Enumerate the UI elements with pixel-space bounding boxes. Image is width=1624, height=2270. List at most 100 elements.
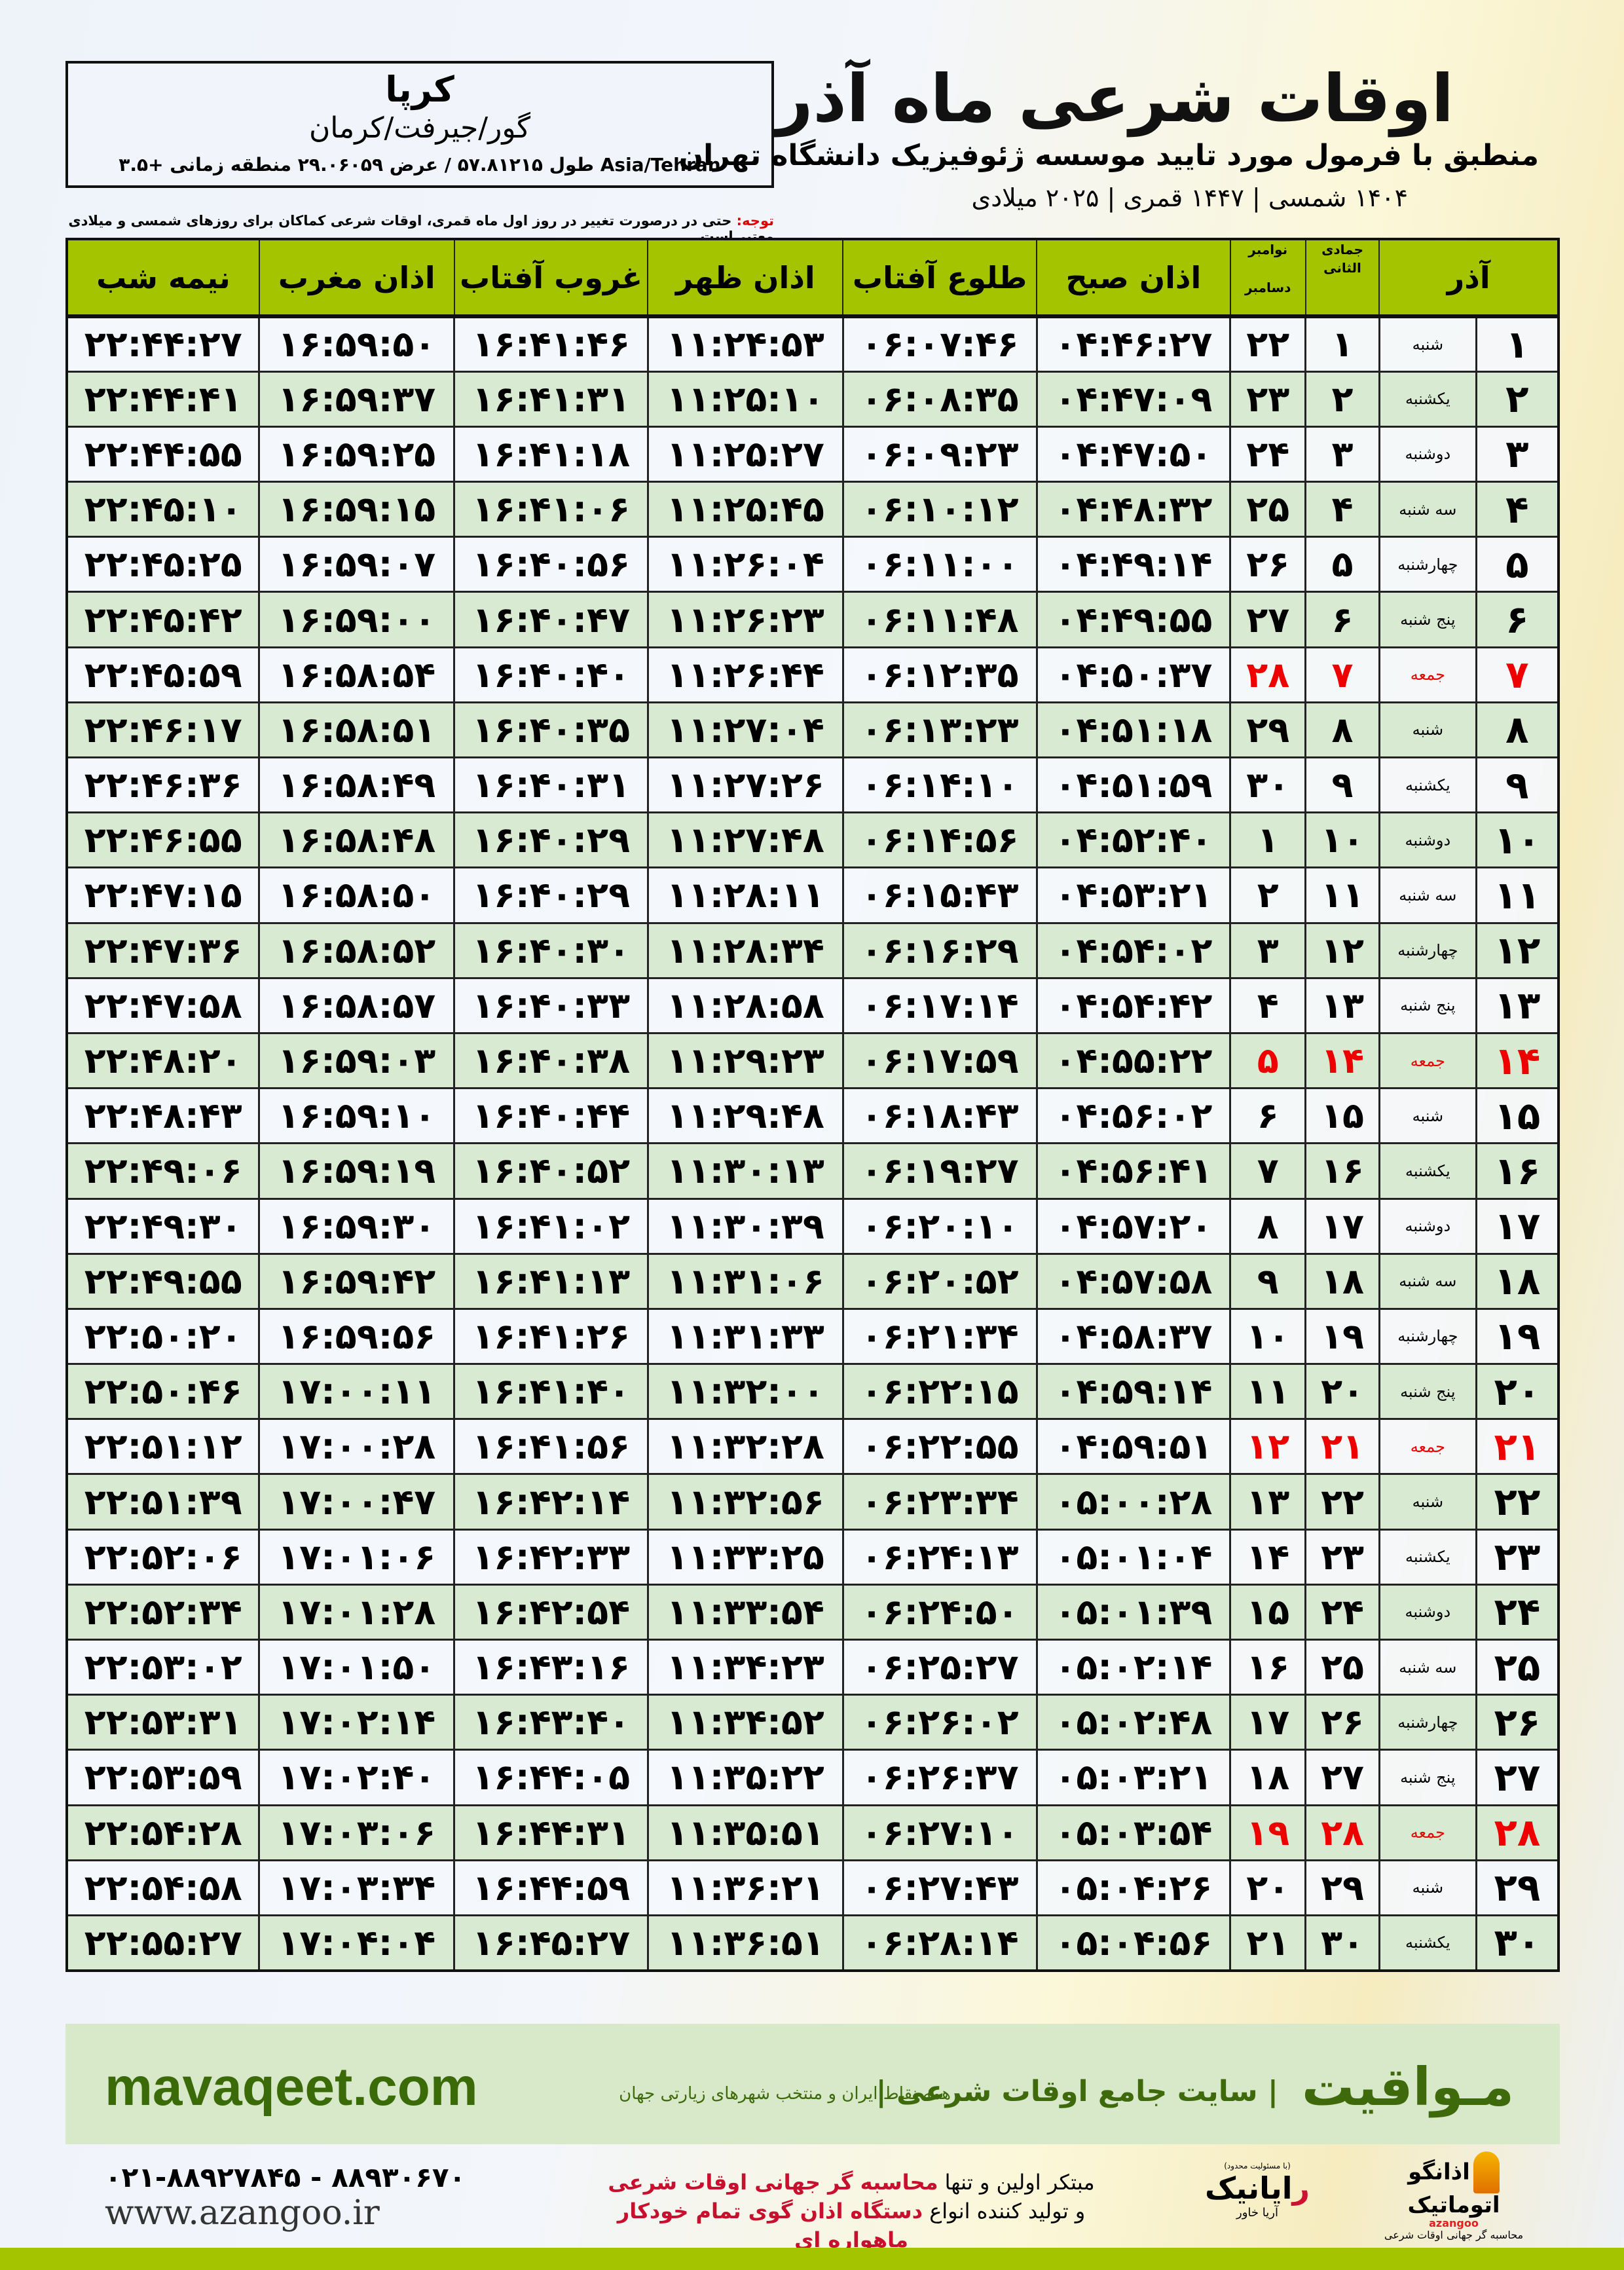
cell-gregorian-day: ۱۹	[1229, 1804, 1307, 1861]
cell-sunrise: ۰۶:۲۶:۳۷	[841, 1749, 1038, 1806]
cell-dhuhr: ۱۱:۳۲:۵۶	[646, 1473, 844, 1531]
cell-dhuhr: ۱۱:۲۸:۵۸	[646, 977, 844, 1034]
cell-fajr: ۰۴:۴۹:۱۴	[1035, 536, 1232, 593]
cell-sunset: ۱۶:۴۲:۳۳	[453, 1528, 649, 1586]
cell-weekday: چهارشنبه	[1378, 1307, 1477, 1366]
cell-gregorian-day: ۲۸	[1229, 646, 1307, 703]
cell-midnight: ۲۲:۴۵:۵۹	[65, 646, 261, 703]
website-link[interactable]: www.azangoo.ir	[105, 2193, 380, 2233]
cell-fajr: ۰۴:۵۷:۵۸	[1035, 1252, 1232, 1310]
cell-midnight: ۲۲:۵۳:۳۱	[65, 1694, 261, 1751]
cell-fajr: ۰۴:۵۶:۰۲	[1035, 1087, 1232, 1145]
cell-sunrise: ۰۶:۲۳:۳۴	[841, 1473, 1038, 1531]
col-december: دسامبر	[1244, 280, 1291, 295]
cell-dhuhr: ۱۱:۲۵:۱۰	[646, 370, 844, 428]
cell-azar-day: ۱۹	[1475, 1307, 1560, 1366]
site-link[interactable]: mavaqeet.com	[105, 2057, 478, 2117]
cell-jumada-day: ۲۵	[1304, 1638, 1380, 1696]
cell-sunset: ۱۶:۴۲:۱۴	[453, 1473, 649, 1531]
cell-dhuhr: ۱۱:۳۳:۲۵	[646, 1528, 844, 1586]
cell-dhuhr: ۱۱:۲۶:۴۴	[646, 646, 844, 703]
cell-maghrib: ۱۶:۵۹:۱۰	[258, 1087, 456, 1145]
cell-sunset: ۱۶:۴۱:۰۲	[453, 1197, 649, 1255]
cell-gregorian-day: ۲۹	[1229, 701, 1307, 759]
cell-midnight: ۲۲:۴۴:۵۵	[65, 425, 261, 483]
cell-fajr: ۰۵:۰۲:۱۴	[1035, 1638, 1232, 1696]
cell-dhuhr: ۱۱:۲۹:۲۳	[646, 1032, 844, 1090]
cell-azar-day: ۲۸	[1475, 1804, 1560, 1861]
cell-jumada-day: ۲۲	[1304, 1473, 1380, 1531]
table-row: ۲۹ شنبه ۲۹ ۲۰ ۰۵:۰۴:۲۶ ۰۶:۲۷:۴۳ ۱۱:۳۶:۲۱ ۱۶:۴۴:…	[65, 1859, 1560, 1916]
cell-maghrib: ۱۶:۵۸:۵۴	[258, 646, 456, 703]
cell-sunset: ۱۶:۴۰:۴۰	[453, 646, 649, 703]
cell-sunrise: ۰۶:۰۷:۴۶	[841, 315, 1038, 373]
col-sunset: غروب آفتاب	[453, 238, 649, 318]
mavaqeet-banner: مـواقیت | سایت جامع اوقات شرعی | همه نقا…	[65, 2024, 1560, 2144]
note-text: حتی در درصورت تغییر در روز اول ماه قمری،…	[68, 213, 774, 244]
col-fajr: اذان صبح	[1036, 238, 1231, 318]
city-name: کرپا	[385, 69, 454, 110]
cell-fajr: ۰۵:۰۳:۲۱	[1035, 1749, 1232, 1806]
table-row: ۱۷ دوشنبه ۱۷ ۸ ۰۴:۵۷:۲۰ ۰۶:۲۰:۱۰ ۱۱:۳۰:۳۹ ۱۶:۴۱…	[65, 1197, 1560, 1255]
cell-maghrib: ۱۶:۵۹:۲۵	[258, 425, 456, 483]
cell-midnight: ۲۲:۴۷:۵۸	[65, 977, 261, 1034]
cell-sunrise: ۰۶:۲۴:۵۰	[841, 1583, 1038, 1641]
cell-maghrib: ۱۶:۵۹:۱۹	[258, 1142, 456, 1200]
table-row: ۲۱ جمعه ۲۱ ۱۲ ۰۴:۵۹:۵۱ ۰۶:۲۲:۵۵ ۱۱:۳۲:۲۸ ۱۶:۴۱:…	[65, 1418, 1560, 1476]
cell-azar-day: ۱۴	[1475, 1032, 1560, 1090]
cell-fajr: ۰۴:۴۸:۳۲	[1035, 481, 1232, 538]
col-maghrib: اذان مغرب	[258, 238, 455, 318]
cell-midnight: ۲۲:۴۴:۴۱	[65, 370, 261, 428]
cell-sunrise: ۰۶:۱۲:۳۵	[841, 646, 1038, 703]
slogan: | سایت جامع اوقات شرعی |	[876, 2075, 1278, 2108]
cell-weekday: دوشنبه	[1378, 425, 1477, 483]
logo-name: اذانگو اتوماتیک	[1407, 2159, 1500, 2218]
cell-weekday: سه شنبه	[1378, 866, 1477, 924]
cell-jumada-day: ۱۵	[1304, 1087, 1380, 1145]
cell-azar-day: ۱۱	[1475, 866, 1560, 924]
cell-weekday: پنج شنبه	[1378, 977, 1477, 1034]
cell-maghrib: ۱۶:۵۸:۵۱	[258, 701, 456, 759]
cell-azar-day: ۶	[1475, 591, 1560, 648]
cell-dhuhr: ۱۱:۳۵:۵۱	[646, 1804, 844, 1861]
page-title: اوقات شرعی ماه آذر	[775, 60, 1454, 137]
cell-fajr: ۰۴:۵۴:۴۲	[1035, 977, 1232, 1034]
table-row: ۲۳ یکشنبه ۲۳ ۱۴ ۰۵:۰۱:۰۴ ۰۶:۲۴:۱۳ ۱۱:۳۳:۲۵ ۱۶:۴…	[65, 1528, 1560, 1586]
col-midnight: نیمه شب	[66, 238, 260, 318]
table-row: ۲ یکشنبه ۲ ۲۳ ۰۴:۴۷:۰۹ ۰۶:۰۸:۳۵ ۱۱:۲۵:۱۰ ۱۶:۴۱:…	[65, 370, 1560, 428]
logo2-sub: آریا خاور	[1236, 2206, 1278, 2220]
cell-dhuhr: ۱۱:۳۲:۰۰	[646, 1363, 844, 1421]
cell-jumada-day: ۳۰	[1304, 1914, 1380, 1972]
table-row: ۲۲ شنبه ۲۲ ۱۳ ۰۵:۰۰:۲۸ ۰۶:۲۳:۳۴ ۱۱:۳۲:۵۶ ۱۶:۴۲:…	[65, 1473, 1560, 1531]
cell-weekday: چهارشنبه	[1378, 921, 1477, 979]
cell-dhuhr: ۱۱:۳۴:۲۳	[646, 1638, 844, 1696]
logo2-small: (با مسئولیت محدود)	[1224, 2161, 1291, 2170]
cell-jumada-day: ۱۰	[1304, 811, 1380, 869]
page-subtitle: منطبق با فرمول مورد تایید موسسه ژئوفیزیک…	[678, 139, 1539, 172]
company-slogan: مبتکر اولین و تنها محاسبه گر جهانی اوقات…	[602, 2168, 1100, 2254]
cell-sunset: ۱۶:۴۱:۱۸	[453, 425, 649, 483]
cell-gregorian-day: ۱	[1229, 811, 1307, 869]
cell-gregorian-day: ۳	[1229, 921, 1307, 979]
cell-midnight: ۲۲:۴۸:۲۰	[65, 1032, 261, 1090]
table-row: ۱۸ سه شنبه ۱۸ ۹ ۰۴:۵۷:۵۸ ۰۶:۲۰:۵۲ ۱۱:۳۱:۰۶ ۱۶:۴…	[65, 1252, 1560, 1310]
cell-azar-day: ۸	[1475, 701, 1560, 759]
cell-sunrise: ۰۶:۲۱:۳۴	[841, 1307, 1038, 1366]
cell-fajr: ۰۴:۵۶:۴۱	[1035, 1142, 1232, 1200]
cell-gregorian-day: ۱۲	[1229, 1418, 1307, 1476]
cell-gregorian-day: ۱۷	[1229, 1694, 1307, 1751]
slogan-2a: و تولید کننده انواع	[923, 2199, 1086, 2223]
cell-azar-day: ۲۹	[1475, 1859, 1560, 1916]
cell-weekday: جمعه	[1378, 646, 1477, 703]
note: توجه: حتی در درصورت تغییر در روز اول ماه…	[65, 213, 774, 244]
table-row: ۲۵ سه شنبه ۲۵ ۱۶ ۰۵:۰۲:۱۴ ۰۶:۲۵:۲۷ ۱۱:۳۴:۲۳ ۱۶:…	[65, 1638, 1560, 1696]
cell-sunrise: ۰۶:۲۴:۱۳	[841, 1528, 1038, 1586]
cell-sunset: ۱۶:۴۰:۴۷	[453, 591, 649, 648]
cell-sunrise: ۰۶:۱۵:۴۳	[841, 866, 1038, 924]
cell-sunrise: ۰۶:۲۲:۵۵	[841, 1418, 1038, 1476]
cell-gregorian-day: ۲۴	[1229, 425, 1307, 483]
cell-dhuhr: ۱۱:۲۷:۲۶	[646, 756, 844, 814]
table-row: ۱۰ دوشنبه ۱۰ ۱ ۰۴:۵۲:۴۰ ۰۶:۱۴:۵۶ ۱۱:۲۷:۴۸ ۱۶:۴۰…	[65, 811, 1560, 869]
cell-jumada-day: ۱۸	[1304, 1252, 1380, 1310]
cell-weekday: سه شنبه	[1378, 1252, 1477, 1310]
